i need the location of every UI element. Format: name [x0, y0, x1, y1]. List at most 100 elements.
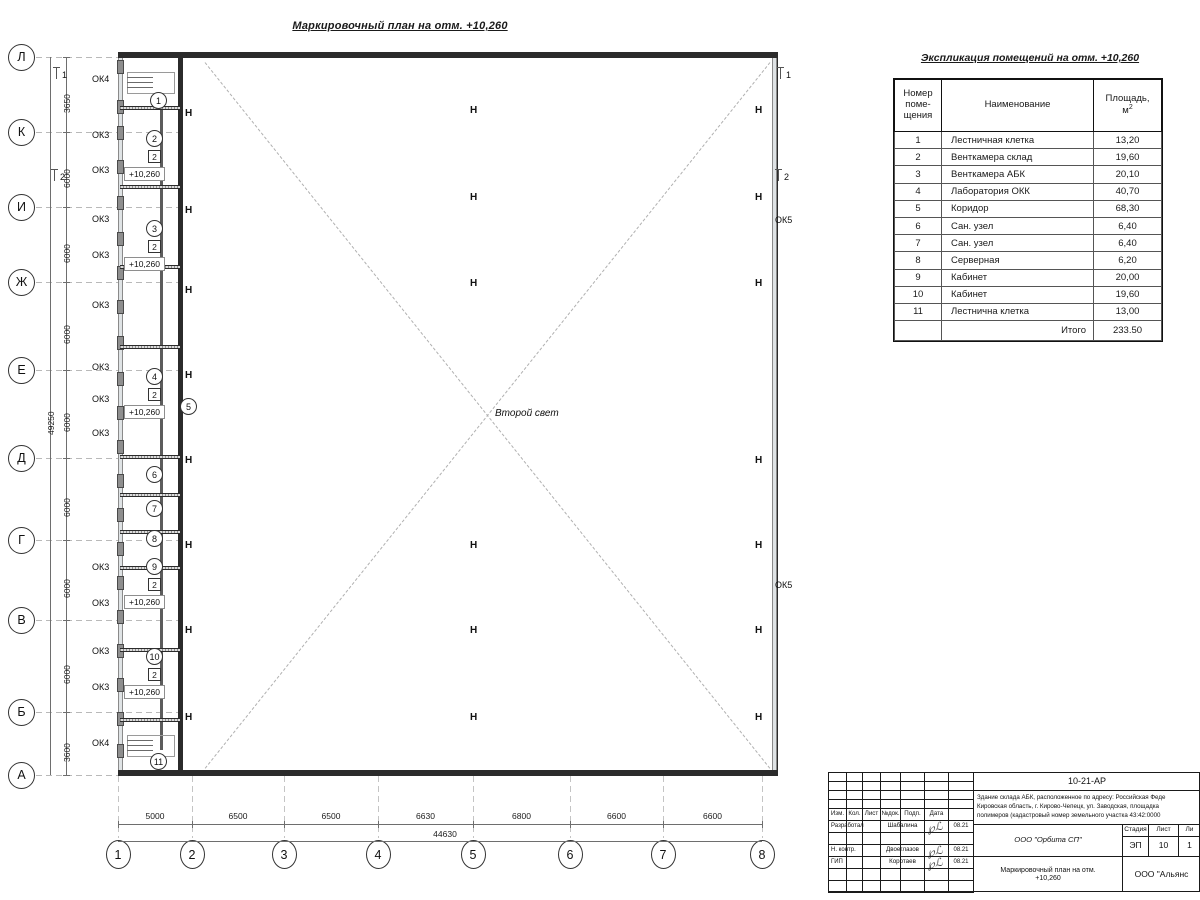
- role-date: 08.21: [953, 822, 969, 829]
- dimension-tick: [63, 457, 70, 459]
- drawing-code: 10-21-АР: [1067, 775, 1107, 786]
- divider: [828, 808, 974, 809]
- room-tag-5: 5: [180, 398, 197, 415]
- axis-bubble-е: Е: [8, 356, 35, 384]
- revision-header: Изм.: [830, 810, 845, 818]
- sheet-header: Лист: [1156, 826, 1171, 834]
- column-mark: Н: [470, 278, 478, 289]
- stair-run-top: [127, 72, 175, 94]
- role-label: ГИП: [831, 858, 843, 865]
- role-person-name: Двоеглазов: [886, 846, 919, 854]
- cell-name: Сан. узел: [941, 216, 1094, 236]
- window-type-label-ok3: ОК3: [92, 646, 110, 656]
- cell-name: Кабинет: [941, 285, 1094, 304]
- room-tag-6: 6: [146, 466, 163, 483]
- axis-bubble-2: 2: [179, 840, 205, 869]
- window-type-label-ok3: ОК3: [92, 562, 110, 572]
- cell-number: 11: [894, 302, 942, 322]
- facade-pier: [117, 60, 124, 74]
- divider: [1148, 824, 1149, 856]
- dimension-tick: [472, 821, 474, 828]
- grid-line-vertical: [192, 776, 193, 838]
- divider: [973, 856, 1200, 857]
- right-facade-glazing: [772, 58, 777, 770]
- window-type-label-ok3: ОК3: [92, 130, 110, 140]
- stair-step: [127, 87, 153, 88]
- elevation-label: +10,260: [124, 685, 165, 699]
- grid-line-vertical: [762, 776, 763, 838]
- dimension-tick: [63, 539, 70, 541]
- stair-step: [127, 750, 153, 751]
- grid-line-vertical: [118, 776, 119, 838]
- grid-line-horizontal: [36, 207, 186, 208]
- divider: [828, 832, 974, 833]
- cell-name: Венткамера склад: [941, 148, 1094, 167]
- axis-bubble-б: Б: [8, 698, 35, 726]
- column-mark: Н: [185, 285, 193, 296]
- window-type-label-ok3: ОК3: [92, 598, 110, 608]
- stair-step: [127, 82, 153, 83]
- window-type-label-ok4: ОК4: [92, 74, 110, 84]
- grid-line-horizontal: [36, 620, 186, 621]
- dimension-tick: [63, 369, 70, 371]
- dimension-line-vertical-total: [50, 57, 51, 775]
- divider: [828, 799, 974, 800]
- column-mark: Н: [185, 370, 193, 381]
- axis-bubble-7: 7: [650, 840, 676, 869]
- axis-bubble-а: А: [8, 761, 35, 789]
- divider: [828, 880, 974, 881]
- window-type-label-ok3: ОК3: [92, 362, 110, 372]
- divider: [828, 820, 974, 821]
- cell-name: Лаборатория ОКК: [941, 182, 1094, 201]
- section-marker-1: 1: [786, 70, 792, 80]
- window-type-label-ok3: ОК3: [92, 214, 110, 224]
- cell-name: Кабинет: [941, 268, 1094, 287]
- void-label: Второй свет: [495, 408, 559, 419]
- client-org: ООО "Альянс: [1134, 868, 1189, 879]
- stage-value: ЭП: [1129, 840, 1142, 851]
- axis-bubble-в: В: [8, 606, 35, 634]
- dimension-value-vertical: 6000: [62, 579, 72, 598]
- section-arrow: [778, 169, 779, 181]
- divider: [973, 772, 974, 892]
- facade-pier: [117, 508, 124, 522]
- axis-bubble-к: К: [8, 118, 35, 146]
- designer-org: ООО "Орбита СП": [1014, 835, 1082, 845]
- interior-wall-corridor-outer: [178, 52, 183, 776]
- facade-pier: [117, 336, 124, 350]
- table-row: 8 Серверная 6,20: [894, 251, 1162, 270]
- header-number: Номер поме- щения: [894, 79, 942, 132]
- interior-partition-horizontal: [120, 493, 180, 497]
- table-total-row: Итого 233.50: [894, 320, 1162, 342]
- finish-tag: 2: [148, 150, 161, 163]
- table-row: 10 Кабинет 19,60: [894, 285, 1162, 304]
- dimension-tick: [662, 821, 664, 828]
- table-row: 4 Лаборатория ОКК 40,70: [894, 182, 1162, 201]
- sheets-header: Ли: [1185, 826, 1194, 834]
- section-arrow-head: [775, 169, 782, 170]
- dimension-value-horizontal: 6600: [607, 811, 626, 821]
- drawing-name: Маркировочный план на отм. +10,260: [1000, 867, 1096, 883]
- title-block: Изм. Кол. Лист №док. Подп. Дата Разработал Шаба…: [828, 772, 1200, 893]
- dimension-tick: [117, 821, 119, 828]
- axis-bubble-8: 8: [749, 840, 775, 869]
- divider: [1122, 824, 1123, 892]
- divider: [1178, 824, 1179, 856]
- table-row: 6 Сан. узел 6,40: [894, 216, 1162, 236]
- facade-pier: [117, 406, 124, 420]
- dimension-value-horizontal: 6600: [703, 811, 722, 821]
- column-mark: Н: [755, 192, 763, 203]
- dimension-value-horizontal: 6800: [512, 811, 531, 821]
- grid-line-horizontal: [36, 775, 186, 776]
- dimension-line-vertical: [66, 57, 67, 775]
- facade-pier: [117, 372, 124, 386]
- elevation-label: +10,260: [124, 405, 165, 419]
- sheet-value: 10: [1158, 840, 1169, 851]
- window-type-label-ok3: ОК3: [92, 165, 110, 175]
- section-arrow-head: [51, 169, 58, 170]
- finish-tag: 2: [148, 668, 161, 681]
- axis-bubble-г: Г: [8, 526, 35, 554]
- table-row: 3 Венткамера АБК 20,10: [894, 165, 1162, 184]
- cell-area: 40,70: [1093, 182, 1162, 201]
- cell-area: 6,20: [1093, 251, 1162, 270]
